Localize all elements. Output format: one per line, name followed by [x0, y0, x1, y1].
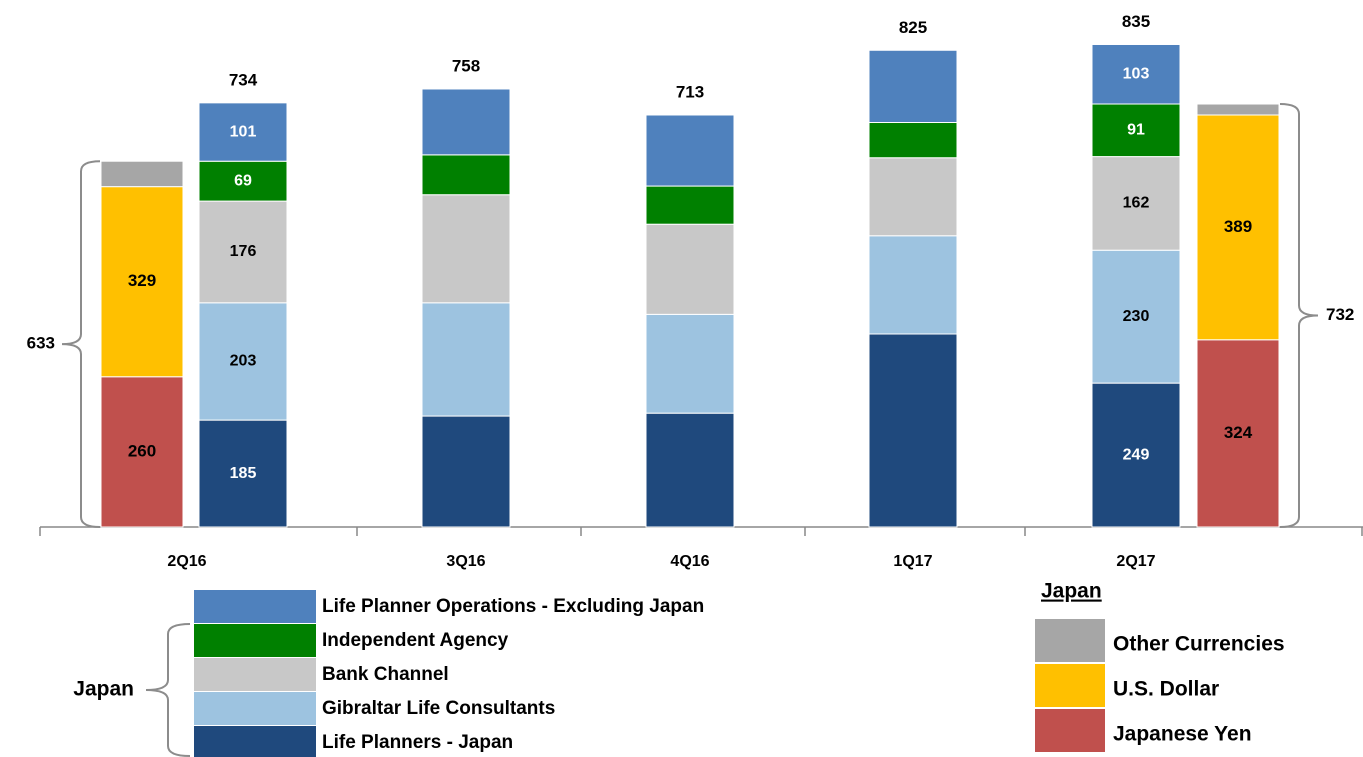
bar-segment: [1091, 103, 1181, 158]
legend-swatch: [1035, 709, 1105, 752]
bar-segment: [1091, 382, 1181, 528]
bar-segment: [421, 88, 511, 156]
legend-label: Japanese Yen: [1113, 723, 1252, 746]
x-tick-label: 1Q17: [893, 553, 932, 570]
data-label: 329: [128, 271, 156, 290]
legend-label: Life Planners - Japan: [322, 732, 513, 753]
data-label: 103: [1123, 65, 1150, 82]
data-label: 389: [1224, 217, 1252, 236]
data-label: 324: [1224, 423, 1253, 442]
total-label: 758: [452, 56, 480, 75]
bar-segment: [868, 235, 958, 335]
currency-segment: [100, 186, 184, 378]
legend-bracket: [145, 623, 191, 757]
bar-segment: [868, 49, 958, 124]
legend-swatch: [1035, 664, 1105, 707]
legend-label: Life Planner Operations - Excluding Japa…: [322, 596, 704, 617]
data-label: 185: [230, 465, 257, 482]
bar-segment: [421, 154, 511, 196]
bar-segment: [421, 194, 511, 304]
currency-segment: [1196, 339, 1280, 528]
bar-segment: [198, 160, 288, 202]
bar-segment: [868, 122, 958, 159]
bracket: [1279, 103, 1319, 528]
legend-label: Independent Agency: [322, 630, 509, 651]
total-label: 825: [899, 18, 927, 37]
currency-segment: [100, 160, 184, 188]
bracket: [61, 160, 101, 528]
bar-segment: [645, 412, 735, 528]
currency-segment: [100, 376, 184, 528]
bar-segment: [421, 302, 511, 417]
x-tick-label: 2Q16: [167, 553, 206, 570]
data-label: 176: [230, 243, 257, 260]
data-label: 91: [1127, 122, 1145, 139]
x-tick-label: 4Q16: [670, 553, 709, 570]
legend-bracket-label: Japan: [73, 678, 134, 701]
legend-label: Gibraltar Life Consultants: [322, 698, 555, 719]
bar-segment: [1091, 43, 1181, 105]
legend-swatch: [194, 624, 316, 657]
x-tick-label: 3Q16: [446, 553, 485, 570]
total-label: 713: [676, 82, 704, 101]
bracket-total: 732: [1326, 305, 1354, 324]
data-label: 162: [1123, 195, 1150, 212]
legend-label: U.S. Dollar: [1113, 678, 1219, 701]
legend-title: Japan: [1041, 580, 1102, 603]
bar-segment: [868, 157, 958, 237]
bar-segment: [645, 185, 735, 225]
total-label: 835: [1122, 12, 1150, 31]
bar-segment: [198, 419, 288, 528]
data-label: 230: [1123, 308, 1150, 325]
legend-swatch: [194, 658, 316, 691]
bar-segment: [198, 302, 288, 421]
currency-segment: [1196, 103, 1280, 116]
bar-segment: [645, 114, 735, 187]
legend-swatch: [194, 692, 316, 725]
bar-segment: [645, 223, 735, 315]
bar-segment: [1091, 249, 1181, 384]
bar-segment: [645, 313, 735, 414]
bar-segment: [198, 200, 288, 304]
bar-segment: [198, 102, 288, 162]
bar-segment: [868, 333, 958, 528]
legend-swatch: [1035, 619, 1105, 662]
legend-swatch: [194, 590, 316, 623]
legend-label: Other Currencies: [1113, 633, 1285, 656]
data-label: 69: [234, 172, 252, 189]
data-label: 249: [1123, 446, 1150, 463]
bracket-total: 633: [27, 334, 55, 353]
currency-segment: [1196, 114, 1280, 341]
legend-swatch: [194, 726, 316, 757]
total-label: 734: [229, 70, 258, 89]
data-label: 101: [230, 123, 257, 140]
data-label: 260: [128, 441, 156, 460]
data-label: 203: [230, 353, 257, 370]
legend-label: Bank Channel: [322, 664, 449, 685]
bar-segment: [1091, 156, 1181, 251]
bar-segment: [421, 415, 511, 528]
x-tick-label: 2Q17: [1116, 553, 1155, 570]
